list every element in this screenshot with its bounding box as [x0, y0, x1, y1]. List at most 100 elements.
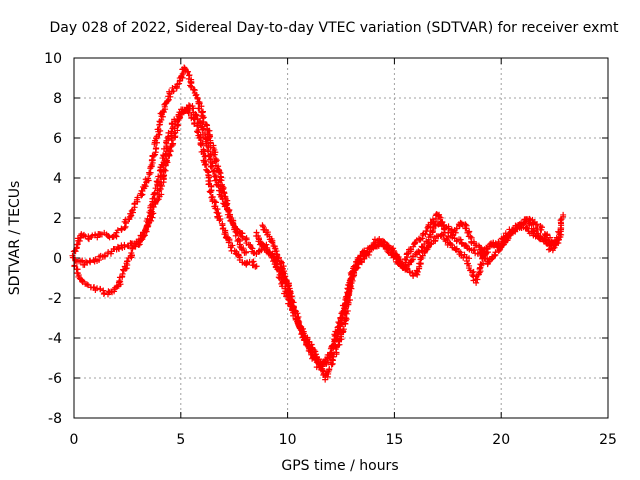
data-point [503, 232, 510, 239]
data-point [155, 126, 162, 133]
x-tick-label: 15 [385, 432, 403, 448]
data-point [142, 183, 149, 190]
data-point [276, 275, 283, 282]
y-tick-label: 6 [53, 131, 62, 147]
data-point [483, 245, 490, 252]
data-point [547, 234, 554, 241]
data-point [364, 249, 371, 256]
data-point [406, 261, 413, 268]
data-point [437, 219, 444, 226]
data-point [436, 213, 443, 220]
data-point [170, 140, 177, 147]
data-point [209, 163, 216, 170]
data-point [211, 198, 218, 205]
data-point [216, 217, 223, 224]
data-point [216, 187, 223, 194]
data-point [354, 264, 361, 271]
data-point [201, 161, 208, 168]
x-tick-label: 25 [599, 432, 617, 448]
data-point [432, 222, 439, 229]
data-point [347, 281, 354, 288]
x-tick-label: 0 [70, 432, 79, 448]
data-point [185, 102, 192, 109]
data-point [544, 231, 551, 238]
y-axis-label: SDTVAR / TECUs [7, 181, 23, 296]
data-point [193, 91, 200, 98]
data-point [203, 161, 210, 168]
y-tick-label: 10 [44, 51, 62, 67]
data-point [121, 241, 128, 248]
data-point [288, 301, 295, 308]
data-point [211, 173, 218, 180]
data-point [111, 286, 118, 293]
data-point [464, 229, 471, 236]
data-point [462, 225, 469, 232]
data-point [175, 113, 182, 120]
data-point [233, 225, 240, 232]
data-point [411, 240, 418, 247]
data-point [375, 243, 382, 250]
data-point [239, 233, 246, 240]
data-point [138, 232, 145, 239]
data-point [194, 128, 201, 135]
data-point [263, 246, 270, 253]
data-point [335, 328, 342, 335]
data-point [134, 194, 141, 201]
data-point [452, 229, 459, 236]
data-point [207, 189, 214, 196]
data-point [191, 86, 198, 93]
data-point [158, 191, 165, 198]
data-point [116, 277, 123, 284]
y-tick-label: 8 [53, 91, 62, 107]
data-point [194, 95, 201, 102]
data-point [550, 241, 557, 248]
data-point [497, 243, 504, 250]
data-point [338, 310, 345, 317]
data-point [157, 182, 164, 189]
data-point [278, 259, 285, 266]
data-point [278, 264, 285, 271]
data-point [296, 323, 303, 330]
series-track-f [261, 219, 557, 371]
data-point [163, 157, 170, 164]
data-point [247, 242, 254, 249]
x-tick-label: 20 [492, 432, 510, 448]
data-point [101, 252, 108, 259]
data-point [128, 208, 135, 215]
data-point [138, 187, 145, 194]
data-point [538, 226, 545, 233]
data-point [484, 260, 491, 267]
data-point [83, 281, 90, 288]
series-track-c [69, 102, 270, 268]
data-point [351, 269, 358, 276]
data-point [148, 208, 155, 215]
chart-title: Day 028 of 2022, Sidereal Day-to-day VTE… [50, 20, 620, 36]
data-point [343, 316, 350, 323]
data-point [408, 246, 415, 253]
data-point [363, 252, 370, 259]
data-point [299, 330, 306, 337]
data-point [216, 169, 223, 176]
tick-layer: 0 5 10 15 20 25 -8 -6 -4 -2 0 2 4 6 8 10 [44, 51, 617, 448]
data-point [151, 190, 158, 197]
data-point [145, 175, 152, 182]
data-point [230, 220, 237, 227]
data-point [492, 249, 499, 256]
data-point [153, 145, 160, 152]
data-point [160, 109, 167, 116]
data-point [545, 237, 552, 244]
data-point [534, 225, 541, 232]
data-point [162, 167, 169, 174]
data-point [403, 265, 410, 272]
data-point [91, 284, 98, 291]
data-point [227, 213, 234, 220]
data-point [128, 249, 135, 256]
data-point [457, 236, 464, 243]
data-point [267, 249, 274, 256]
data-point [523, 224, 530, 231]
data-point [447, 240, 454, 247]
data-point [219, 195, 226, 202]
data-point [336, 320, 343, 327]
data-point [105, 233, 112, 240]
data-point [79, 257, 86, 264]
